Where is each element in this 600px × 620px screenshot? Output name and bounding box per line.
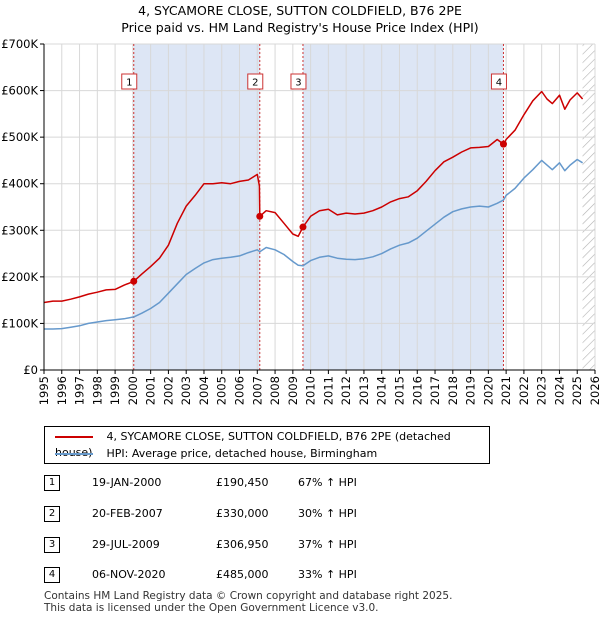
- legend-label-property: 4, SYCAMORE CLOSE, SUTTON COLDFIELD, B76…: [55, 430, 451, 459]
- legend: 4, SYCAMORE CLOSE, SUTTON COLDFIELD, B76…: [44, 426, 490, 464]
- sale-number: 2: [44, 506, 60, 522]
- x-tick-label: 2018: [446, 376, 460, 405]
- x-tick-label: 2022: [517, 376, 531, 405]
- y-tick-label: £200K: [1, 270, 38, 284]
- sale-marker-dot: [130, 277, 138, 285]
- x-tick-label: 2021: [499, 376, 513, 405]
- x-tick-label: 2025: [570, 376, 584, 405]
- title-line-1: 4, SYCAMORE CLOSE, SUTTON COLDFIELD, B76…: [138, 3, 462, 18]
- x-tick-label: 2003: [179, 376, 193, 405]
- legend-item-hpi: HPI: Average price, detached house, Birm…: [55, 446, 377, 462]
- sale-number-labels: 1 2 3 4: [121, 73, 507, 90]
- sale-date: 20-FEB-2007: [92, 507, 163, 520]
- sale-price: £306,950: [216, 538, 269, 551]
- y-tick-label: £700K: [1, 37, 38, 51]
- sale-price: £485,000: [216, 568, 269, 581]
- legend-swatch-property: [55, 436, 93, 438]
- x-tick-label: 2002: [161, 376, 175, 405]
- footer: Contains HM Land Registry data © Crown c…: [44, 590, 452, 614]
- sale-hpi: 67% ↑ HPI: [298, 476, 357, 489]
- x-tick-label: 1996: [55, 376, 69, 405]
- sale-number: 1: [44, 475, 60, 491]
- x-tick-label: 1995: [37, 376, 51, 405]
- hpi-line: [44, 158, 583, 330]
- hatched-region: [582, 44, 595, 370]
- sale-number: 3: [44, 537, 60, 553]
- sale-number-label: 3: [295, 78, 301, 89]
- x-tick-label: 2000: [126, 376, 140, 405]
- sale-hpi: 30% ↑ HPI: [298, 507, 357, 520]
- x-tick-label: 2009: [286, 376, 300, 405]
- x-tick-label: 2005: [215, 376, 229, 405]
- x-tick-label: 1997: [73, 376, 87, 405]
- sale-marker-dot: [499, 140, 507, 148]
- y-tick-label: £600K: [1, 84, 38, 98]
- x-tick-label: 1998: [90, 376, 104, 405]
- x-tick-label: 2004: [197, 376, 211, 405]
- x-tick-label: 2006: [233, 376, 247, 405]
- sale-hpi: 37% ↑ HPI: [298, 538, 357, 551]
- x-tick-label: 2008: [268, 376, 282, 405]
- legend-swatch-hpi: [55, 453, 93, 455]
- x-tick-label: 2020: [481, 376, 495, 405]
- x-tick-label: 2026: [588, 376, 600, 405]
- series-lines: [44, 90, 584, 330]
- sale-price: £330,000: [216, 507, 269, 520]
- sale-number: 4: [44, 567, 60, 583]
- y-tick-label: £400K: [1, 177, 38, 191]
- sale-markers: [130, 140, 507, 285]
- sale-price: £190,450: [216, 476, 269, 489]
- sale-hpi: 33% ↑ HPI: [298, 568, 357, 581]
- x-tick-label: 2024: [552, 376, 566, 405]
- legend-label-hpi: HPI: Average price, detached house, Birm…: [106, 447, 378, 460]
- price-chart: £0 £100K £200K £300K £400K £500K £600K £700K 199…: [1, 37, 600, 405]
- axes: £0 £100K £200K £300K £400K £500K £600K £700K 199…: [1, 37, 600, 405]
- chart-title: 4, SYCAMORE CLOSE, SUTTON COLDFIELD, B76…: [0, 2, 600, 36]
- x-tick-label: 2001: [144, 376, 158, 405]
- x-tick-label: 2019: [464, 376, 478, 405]
- footer-line-1: Contains HM Land Registry data © Crown c…: [44, 590, 453, 602]
- sale-number-box: [490, 73, 507, 90]
- x-tick-label: 2023: [535, 376, 549, 405]
- sale-number-label: 4: [496, 78, 502, 89]
- sale-date: 06-NOV-2020: [92, 568, 166, 581]
- x-tick-label: 2011: [321, 376, 335, 405]
- title-line-2: Price paid vs. HM Land Registry's House …: [121, 20, 479, 35]
- sale-number-box: [247, 73, 264, 90]
- y-tick-label: £100K: [1, 316, 38, 330]
- sale-date: 29-JUL-2009: [92, 538, 160, 551]
- y-tick-label: £0: [23, 363, 38, 377]
- shaded-period: [133, 44, 260, 370]
- x-tick-label: 2017: [428, 376, 442, 405]
- sale-number-box: [290, 73, 307, 90]
- x-tick-label: 2010: [304, 376, 318, 405]
- footer-line-2: This data is licensed under the Open Gov…: [44, 602, 379, 614]
- x-tick-label: 2014: [375, 376, 389, 405]
- x-tick-label: 2013: [357, 376, 371, 405]
- x-tick-label: 2016: [410, 376, 424, 405]
- x-tick-label: 2007: [250, 376, 264, 405]
- sale-number-box: [121, 73, 138, 90]
- x-tick-label: 2015: [392, 376, 406, 405]
- sale-number-label: 2: [252, 78, 258, 89]
- x-tick-label: 2012: [339, 376, 353, 405]
- property-price-line: [44, 90, 584, 304]
- y-tick-label: £500K: [1, 130, 38, 144]
- legend-item-property: 4, SYCAMORE CLOSE, SUTTON COLDFIELD, B76…: [55, 429, 489, 459]
- x-tick-label: 1999: [108, 376, 122, 405]
- y-tick-label: £300K: [1, 223, 38, 237]
- sale-date: 19-JAN-2000: [92, 476, 162, 489]
- sale-number-label: 1: [126, 78, 132, 89]
- sale-marker-dot: [299, 223, 307, 231]
- sale-marker-dot: [256, 212, 264, 220]
